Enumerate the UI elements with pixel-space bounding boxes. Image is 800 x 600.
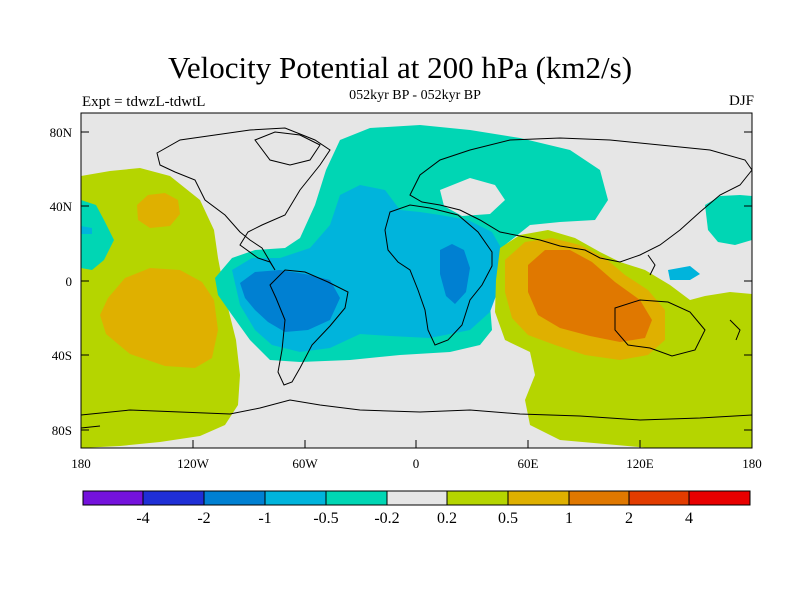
map-subtitle: 052kyr BP - 052kyr BP xyxy=(349,88,481,103)
season-label: DJF xyxy=(728,93,754,109)
colorbar-box xyxy=(507,490,570,506)
indian-core-region xyxy=(528,250,652,342)
colorbar-box xyxy=(325,490,388,506)
colorbar-box xyxy=(142,490,205,506)
y-tick-label: 80N xyxy=(50,125,73,140)
y-tick-label: 40N xyxy=(50,199,73,214)
northwest-pacific-negative xyxy=(705,195,752,245)
pacific-northwest-dot xyxy=(81,226,92,234)
x-tick-label: 60W xyxy=(292,456,318,471)
pacific-center-region xyxy=(100,268,218,368)
colorbar-label: 4 xyxy=(685,510,693,527)
y-axis xyxy=(81,131,752,431)
x-tick-label: 120W xyxy=(177,456,210,471)
colorbar-label: -0.5 xyxy=(313,510,338,527)
colorbar-box xyxy=(688,490,751,506)
west-pacific-neutral-patch xyxy=(668,266,700,280)
colorbar-label: 0.2 xyxy=(437,510,457,527)
africa-core-region xyxy=(440,244,470,304)
coastlines xyxy=(81,127,752,429)
colorbar-box xyxy=(203,490,266,506)
colorbar-label: -2 xyxy=(197,510,210,527)
colorbar-box xyxy=(264,490,327,506)
colorbar-label: -0.2 xyxy=(374,510,399,527)
x-axis-labels: 180 120W 60W 0 60E 120E 180 xyxy=(71,456,762,471)
x-tick-label: 0 xyxy=(413,456,420,471)
south-america-core-region xyxy=(240,270,340,332)
y-tick-label: 40S xyxy=(52,348,72,363)
x-tick-label: 180 xyxy=(71,456,91,471)
colorbar-label: 0.5 xyxy=(498,510,518,527)
colorbar-labels: -4 -2 -1 -0.5 -0.2 0.2 0.5 1 2 4 xyxy=(136,510,693,527)
colorbar-label: 2 xyxy=(625,510,633,527)
colorbar-box xyxy=(82,490,144,506)
y-axis-labels: 80N 40N 0 40S 80S xyxy=(50,125,73,438)
experiment-label: Expt = tdwzL-tdwtL xyxy=(82,94,206,110)
x-tick-label: 60E xyxy=(518,456,539,471)
y-tick-label: 0 xyxy=(66,274,73,289)
page-title: Velocity Potential at 200 hPa (km2/s) xyxy=(167,50,633,85)
colorbar-box xyxy=(386,490,448,506)
y-tick-label: 80S xyxy=(52,423,72,438)
colorbar-box xyxy=(446,490,509,506)
europe-neutral-gap xyxy=(440,178,505,216)
x-axis xyxy=(80,440,753,448)
x-tick-label: 120E xyxy=(626,456,654,471)
colorbar-box xyxy=(628,490,690,506)
colorbar xyxy=(82,490,751,506)
colorbar-label: 1 xyxy=(565,510,573,527)
colorbar-label: -4 xyxy=(136,510,149,527)
map-plot xyxy=(81,113,752,448)
pacific-northwest-negative xyxy=(81,200,114,270)
x-tick-label: 180 xyxy=(742,456,762,471)
pacific-north-center xyxy=(137,193,180,228)
colorbar-label: -1 xyxy=(258,510,271,527)
colorbar-box xyxy=(568,490,630,506)
